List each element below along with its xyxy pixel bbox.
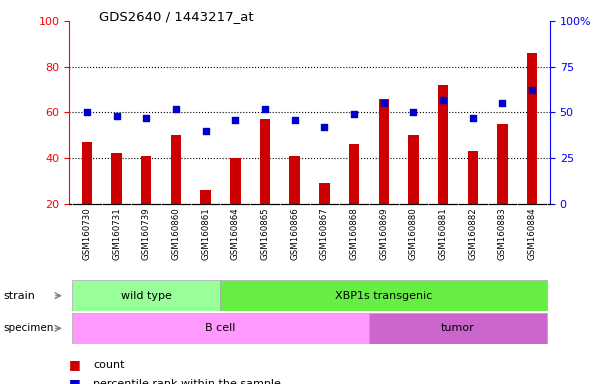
Bar [221,280,547,311]
Point [260,106,270,112]
Point [171,106,181,112]
Bar [72,280,221,311]
Text: XBP1s transgenic: XBP1s transgenic [335,291,432,301]
Point [320,124,329,130]
Text: percentile rank within the sample: percentile rank within the sample [93,379,281,384]
Bar [82,142,92,204]
Bar [497,124,508,204]
Point [141,115,151,121]
Bar [468,151,478,204]
Bar [201,190,211,204]
Text: B cell: B cell [206,323,236,333]
Bar [230,158,240,204]
Text: GSM160881: GSM160881 [439,207,448,260]
Point [82,109,92,115]
Point [527,88,537,94]
Text: GSM160864: GSM160864 [231,207,240,260]
Bar [369,313,547,344]
Text: GSM160884: GSM160884 [528,207,537,260]
Text: GSM160882: GSM160882 [468,207,477,260]
Bar [260,119,270,204]
Point [409,109,418,115]
Point [498,100,507,106]
Bar [379,99,389,204]
Text: GSM160861: GSM160861 [201,207,210,260]
Bar [141,156,151,204]
Text: ■: ■ [69,358,81,371]
Bar [72,313,369,344]
Text: GSM160880: GSM160880 [409,207,418,260]
Text: GSM160869: GSM160869 [379,207,388,260]
Point [231,117,240,123]
Text: GSM160867: GSM160867 [320,207,329,260]
Bar [111,153,122,204]
Bar [290,156,300,204]
Text: GDS2640 / 1443217_at: GDS2640 / 1443217_at [99,10,254,23]
Point [201,127,210,134]
Bar [319,183,329,204]
Point [349,111,359,117]
Text: strain: strain [3,291,35,301]
Text: GSM160860: GSM160860 [171,207,180,260]
Text: count: count [93,360,124,370]
Text: ■: ■ [69,377,81,384]
Point [290,117,299,123]
Text: GSM160866: GSM160866 [290,207,299,260]
Text: specimen: specimen [3,323,53,333]
Bar [349,144,359,204]
Text: wild type: wild type [121,291,172,301]
Point [438,96,448,103]
Text: GSM160868: GSM160868 [350,207,359,260]
Text: GSM160865: GSM160865 [260,207,269,260]
Text: GSM160739: GSM160739 [142,207,151,260]
Text: GSM160731: GSM160731 [112,207,121,260]
Point [112,113,121,119]
Bar [171,135,181,204]
Bar [527,53,537,204]
Text: tumor: tumor [441,323,475,333]
Bar [408,135,418,204]
Text: GSM160730: GSM160730 [82,207,91,260]
Text: GSM160883: GSM160883 [498,207,507,260]
Bar [438,85,448,204]
Point [379,100,388,106]
Point [468,115,478,121]
